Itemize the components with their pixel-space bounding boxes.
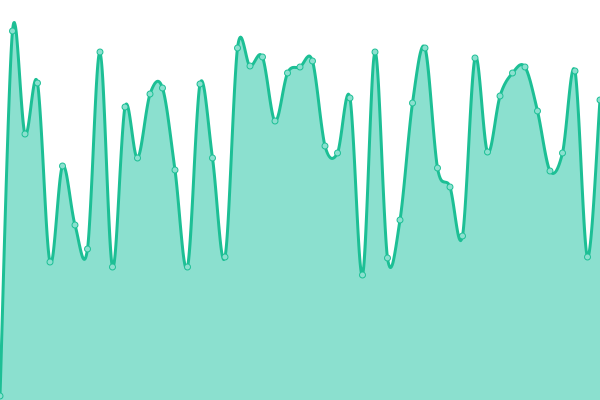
data-point-25 [309,57,316,65]
data-point-28 [346,94,354,102]
data-point-4 [46,258,54,266]
data-point-21 [259,53,266,61]
data-point-31 [384,254,391,262]
data-point-23 [284,69,291,77]
data-point-20 [246,62,254,70]
data-point-34 [421,44,429,52]
data-point-5 [59,162,66,170]
data-point-2 [21,130,29,138]
area-fill [0,22,600,400]
data-point-24 [296,63,304,71]
data-point-36 [446,183,454,191]
data-point-40 [496,92,504,100]
data-point-22 [271,117,279,125]
data-point-19 [234,44,241,52]
data-point-38 [471,54,479,62]
data-point-12 [146,90,154,98]
data-point-3 [34,79,41,87]
data-point-6 [71,221,79,229]
data-point-46 [571,67,579,75]
data-point-29 [359,271,366,279]
data-point-45 [559,149,566,157]
data-point-11 [134,154,141,162]
data-point-41 [509,69,516,77]
data-point-16 [196,80,204,88]
data-point-44 [546,167,554,175]
data-points [0,27,600,400]
data-point-26 [321,142,329,150]
data-point-27 [334,149,341,157]
data-point-35 [434,164,441,172]
data-point-32 [396,216,404,224]
data-point-9 [109,263,116,271]
data-point-14 [171,166,179,174]
data-point-10 [121,103,129,111]
data-point-18 [221,253,229,261]
data-point-47 [584,253,591,261]
data-point-8 [96,48,104,56]
data-point-37 [459,232,466,240]
data-point-39 [484,148,491,156]
data-point-13 [159,84,166,92]
data-point-7 [84,245,91,253]
data-point-1 [9,27,16,35]
data-point-33 [409,99,416,107]
data-point-15 [184,263,191,271]
data-point-48 [596,96,600,104]
data-point-0 [0,392,4,400]
data-point-17 [209,154,216,162]
data-point-42 [521,63,529,71]
data-point-30 [371,48,379,56]
data-point-43 [534,107,541,115]
